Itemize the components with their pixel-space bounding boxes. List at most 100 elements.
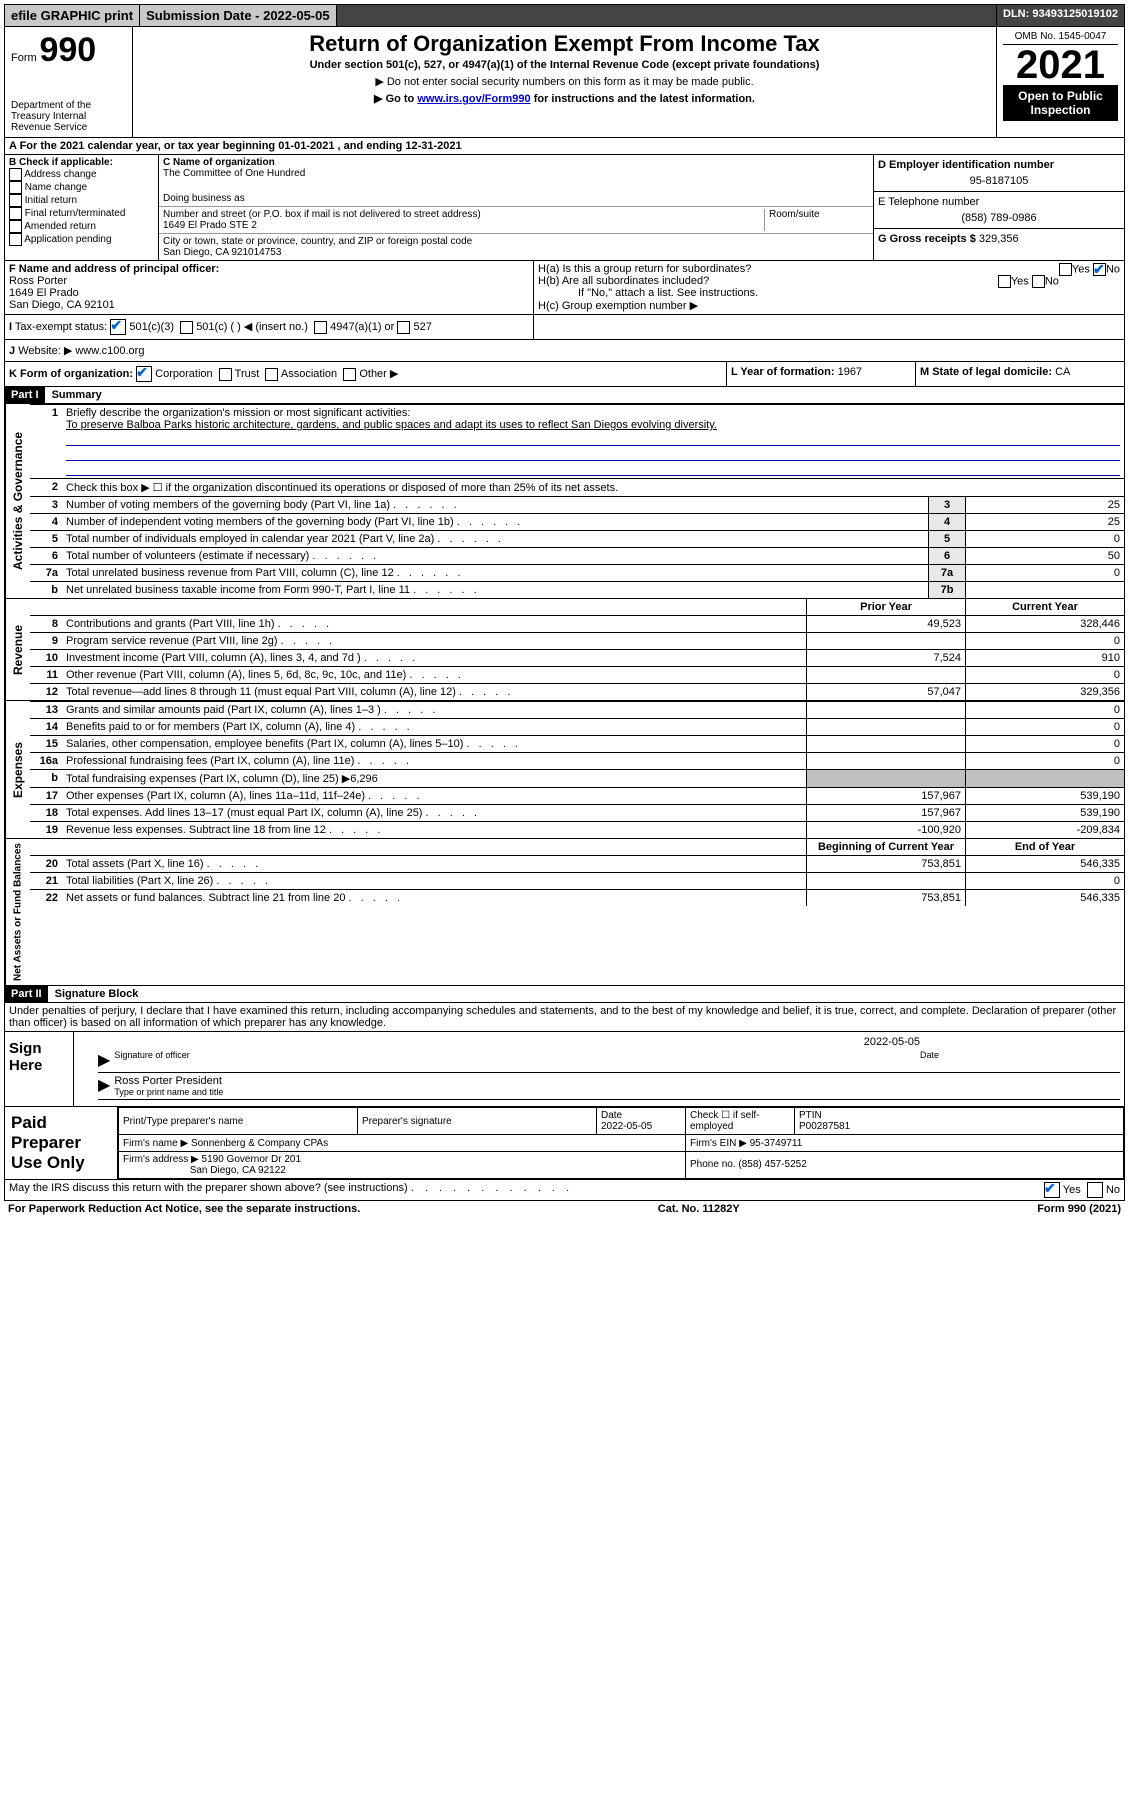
prior-value: 157,967 — [807, 788, 966, 805]
table-row: 19Revenue less expenses. Subtract line 1… — [30, 822, 1124, 839]
sig-name-label: Type or print name and title — [114, 1087, 1120, 1097]
j-value: www.c100.org — [75, 345, 144, 357]
checkbox-icon[interactable] — [1059, 263, 1072, 276]
checkbox-icon[interactable] — [180, 321, 193, 334]
b-opt-label: Initial return — [25, 195, 77, 206]
form-subtitle-2: ▶ Do not enter social security numbers o… — [139, 75, 990, 88]
e-value: (858) 789-0986 — [878, 212, 1120, 224]
checkbox-icon[interactable] — [1093, 263, 1106, 276]
row-i: I Tax-exempt status: 501(c)(3) 501(c) ( … — [4, 315, 1125, 340]
checkbox-icon[interactable] — [110, 319, 126, 335]
f-addr2: San Diego, CA 92101 — [9, 299, 529, 311]
checkbox-icon[interactable] — [9, 220, 22, 233]
c-street-label: Number and street (or P.O. box if mail i… — [163, 209, 764, 220]
part1-hdr: Part I — [5, 387, 45, 403]
b-opt-label: Address change — [24, 169, 96, 180]
row-j: J Website: ▶ www.c100.org — [4, 340, 1125, 362]
row-a-period: A For the 2021 calendar year, or tax yea… — [4, 138, 1125, 155]
line-num: 10 — [30, 650, 62, 667]
sig-name: Ross Porter President — [114, 1075, 1120, 1087]
efile-label[interactable]: efile GRAPHIC print — [5, 5, 140, 26]
line-text: Total number of volunteers (estimate if … — [62, 548, 929, 565]
phone-label: Phone no. — [690, 1159, 736, 1170]
checkbox-icon[interactable] — [1044, 1182, 1060, 1198]
penalties-text: Under penalties of perjury, I declare th… — [4, 1003, 1125, 1032]
line-text: Total number of individuals employed in … — [62, 531, 929, 548]
prep-c1: Print/Type preparer's name — [119, 1108, 358, 1135]
c-city: San Diego, CA 921014753 — [163, 247, 869, 258]
prior-value: -100,920 — [807, 822, 966, 839]
prep-c4: Check ☐ if self-employed — [686, 1108, 795, 1135]
prior-value: 157,967 — [807, 805, 966, 822]
brief-line — [66, 431, 1120, 446]
prior-value — [807, 702, 966, 719]
prior-value: 49,523 — [807, 616, 966, 633]
line-text: Contributions and grants (Part VIII, lin… — [62, 616, 807, 633]
table-row: 22Net assets or fund balances. Subtract … — [30, 890, 1124, 907]
ein-value: 95-3749711 — [750, 1138, 803, 1149]
k-assoc: Association — [281, 368, 337, 380]
addr2: San Diego, CA 92122 — [190, 1165, 286, 1176]
irs-link[interactable]: www.irs.gov/Form990 — [417, 93, 530, 105]
prep-c3-value: 2022-05-05 — [601, 1121, 652, 1132]
checkbox-icon[interactable] — [136, 366, 152, 382]
sub3-pre: ▶ Go to — [374, 93, 417, 105]
topbar-filler — [337, 5, 997, 26]
hc-row: H(c) Group exemption number ▶ — [538, 299, 1120, 312]
m-label: M State of legal domicile: — [920, 366, 1052, 378]
part1-header: Part I Summary — [4, 387, 1125, 404]
no-label: No — [1106, 263, 1120, 275]
j-label: J — [9, 345, 15, 357]
block-b: B Check if applicable: Address change Na… — [5, 155, 159, 260]
line-text: Total assets (Part X, line 16) . . . . . — [62, 856, 807, 873]
line-value: 0 — [966, 531, 1125, 548]
prior-value: 7,524 — [807, 650, 966, 667]
checkbox-icon[interactable] — [265, 368, 278, 381]
checkbox-icon[interactable] — [1032, 275, 1045, 288]
i-527: 527 — [413, 321, 431, 333]
netassets-header: Beginning of Current Year End of Year — [30, 839, 1124, 855]
line-num: 12 — [30, 684, 62, 701]
prior-value — [807, 719, 966, 736]
checkbox-icon[interactable] — [9, 181, 22, 194]
line-num: 3 — [30, 497, 62, 514]
activities-vtab: Activities & Governance — [5, 404, 30, 598]
form-label: Form — [11, 52, 37, 64]
revenue-vtab: Revenue — [5, 599, 30, 700]
yes-label: Yes — [1011, 275, 1029, 287]
checkbox-icon[interactable] — [9, 233, 22, 246]
table-row: 10Investment income (Part VIII, column (… — [30, 650, 1124, 667]
line-value: 50 — [966, 548, 1125, 565]
current-value: 546,335 — [966, 856, 1125, 873]
checkbox-icon[interactable] — [219, 368, 232, 381]
brief-line — [66, 446, 1120, 461]
prior-value — [807, 873, 966, 890]
checkbox-icon[interactable] — [397, 321, 410, 334]
prep-c2: Preparer's signature — [358, 1108, 597, 1135]
no-label: No — [1045, 275, 1059, 287]
prior-value — [807, 633, 966, 650]
current-value: 910 — [966, 650, 1125, 667]
line-num: 16a — [30, 753, 62, 770]
checkbox-icon[interactable] — [9, 194, 22, 207]
current-value: 539,190 — [966, 805, 1125, 822]
line-num: 22 — [30, 890, 62, 907]
yes-label: Yes — [1063, 1184, 1081, 1196]
line-text: Total revenue—add lines 8 through 11 (mu… — [62, 684, 807, 701]
b-opt: Name change — [9, 181, 154, 194]
line-box: 7b — [929, 582, 966, 599]
checkbox-icon[interactable] — [998, 275, 1011, 288]
b-opt: Initial return — [9, 194, 154, 207]
checkbox-icon[interactable] — [9, 207, 22, 220]
b-opt-label: Final return/terminated — [25, 208, 126, 219]
prep-c5-label: PTIN — [799, 1110, 822, 1121]
prior-year-hdr: Prior Year — [807, 599, 966, 615]
checkbox-icon[interactable] — [314, 321, 327, 334]
b-opt-label: Amended return — [24, 221, 96, 232]
prior-value — [807, 667, 966, 684]
f-addr1: 1649 El Prado — [9, 287, 529, 299]
checkbox-icon[interactable] — [343, 368, 356, 381]
checkbox-icon[interactable] — [1087, 1182, 1103, 1198]
checkbox-icon[interactable] — [9, 168, 22, 181]
line-text: Total liabilities (Part X, line 26) . . … — [62, 873, 807, 890]
